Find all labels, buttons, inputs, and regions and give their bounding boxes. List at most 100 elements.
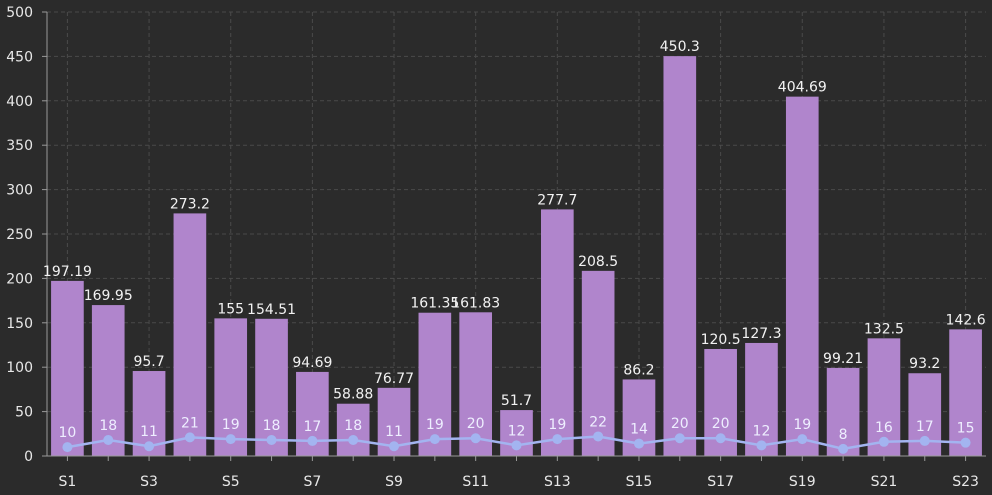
count-value-label: 10	[58, 425, 76, 441]
bar-value-label: 404.69	[778, 80, 827, 96]
x-tick-label: S13	[544, 474, 571, 490]
bar-value-label: 95.7	[133, 354, 164, 370]
bar	[418, 312, 452, 456]
count-point	[307, 435, 318, 446]
count-point	[266, 435, 277, 446]
bar-value-label: 197.19	[43, 264, 92, 280]
y-tick-label: 50	[15, 405, 33, 421]
bar-value-label: 127.3	[741, 326, 781, 342]
count-value-label: 17	[916, 419, 934, 435]
count-point	[225, 434, 236, 445]
count-point	[144, 441, 155, 452]
bar-value-label: 161.83	[451, 295, 500, 311]
bar	[581, 270, 615, 456]
bar-value-label: 94.69	[292, 355, 332, 371]
count-value-label: 17	[303, 419, 321, 435]
bar-value-label: 120.5	[701, 332, 741, 348]
bar-value-label: 132.5	[864, 321, 904, 337]
count-point	[878, 436, 889, 447]
y-tick-label: 400	[6, 94, 33, 110]
bar	[949, 329, 982, 456]
bar-value-label: 93.2	[909, 356, 940, 372]
count-value-label: 12	[508, 423, 526, 439]
count-value-label: 11	[140, 424, 158, 440]
bar-value-label: 99.21	[823, 351, 863, 367]
count-point	[960, 437, 971, 448]
x-tick-label: S7	[303, 474, 321, 490]
x-tick-label: S15	[626, 474, 653, 490]
x-tick-label: S1	[59, 474, 77, 490]
bar	[459, 312, 493, 456]
count-value-label: 20	[467, 416, 485, 432]
count-point	[511, 440, 522, 451]
bar	[173, 213, 207, 456]
count-point	[674, 433, 685, 444]
bar	[867, 338, 901, 456]
axes	[42, 11, 986, 461]
count-point	[389, 441, 400, 452]
bar-value-label: 169.95	[84, 288, 133, 304]
x-tick-label: S9	[385, 474, 403, 490]
bar-value-label: 155	[217, 301, 244, 317]
x-tick-label: S11	[462, 474, 489, 490]
bar-value-label: 154.51	[247, 302, 296, 318]
count-point	[348, 435, 359, 446]
count-point	[62, 442, 73, 453]
count-point	[184, 432, 195, 443]
count-value-label: 18	[263, 418, 281, 434]
x-tick-label: S5	[222, 474, 240, 490]
bar-value-label: 76.77	[374, 371, 414, 387]
y-tick-label: 200	[6, 271, 33, 287]
count-point	[429, 434, 440, 445]
bar-value-label: 450.3	[660, 39, 700, 55]
count-point	[593, 431, 604, 442]
count-point	[552, 434, 563, 445]
y-tick-label: 500	[6, 5, 33, 21]
count-point	[919, 435, 930, 446]
count-value-label: 18	[99, 418, 117, 434]
bar	[663, 56, 697, 456]
count-point	[715, 433, 726, 444]
y-tick-label: 150	[6, 316, 33, 332]
count-point	[633, 438, 644, 449]
bar-value-label: 273.2	[170, 196, 210, 212]
count-value-label: 20	[712, 416, 730, 432]
count-value-label: 12	[753, 423, 771, 439]
bar-value-label: 208.5	[578, 254, 618, 270]
bar	[214, 318, 248, 456]
y-tick-label: 250	[6, 227, 33, 243]
count-point	[756, 440, 767, 451]
bar-value-label: 277.7	[537, 192, 577, 208]
bar-value-label: 142.6	[946, 312, 986, 328]
bar	[51, 280, 84, 456]
x-tick-label: S19	[789, 474, 816, 490]
count-value-label: 14	[630, 422, 648, 438]
x-tick-label: S3	[140, 474, 158, 490]
bar	[91, 305, 125, 456]
count-value-label: 21	[181, 415, 199, 431]
count-value-label: 16	[875, 420, 893, 436]
count-value-label: 19	[548, 417, 566, 433]
bar	[255, 318, 288, 456]
bar-value-label: 161.35	[410, 296, 459, 312]
count-value-label: 11	[385, 424, 403, 440]
bar-value-label: 86.2	[623, 362, 654, 378]
bar	[540, 209, 574, 456]
count-value-label: 18	[344, 418, 362, 434]
count-value-label: 22	[589, 414, 607, 430]
count-line	[62, 431, 971, 454]
count-value-label: 19	[793, 417, 811, 433]
bar	[745, 342, 778, 456]
y-tick-label: 300	[6, 183, 33, 199]
count-value-label: 19	[426, 417, 444, 433]
bar-value-label: 58.88	[333, 387, 373, 403]
bar-value-label: 51.7	[501, 393, 532, 409]
bar	[336, 403, 370, 456]
y-tick-label: 350	[6, 138, 33, 154]
labels: 0 50 100 150 200 250 300 350 400 450 500 197.19 169.…	[6, 5, 985, 490]
count-point	[470, 433, 481, 444]
y-tick-label: 450	[6, 49, 33, 65]
count-point	[797, 434, 808, 445]
count-value-label: 8	[839, 427, 848, 443]
